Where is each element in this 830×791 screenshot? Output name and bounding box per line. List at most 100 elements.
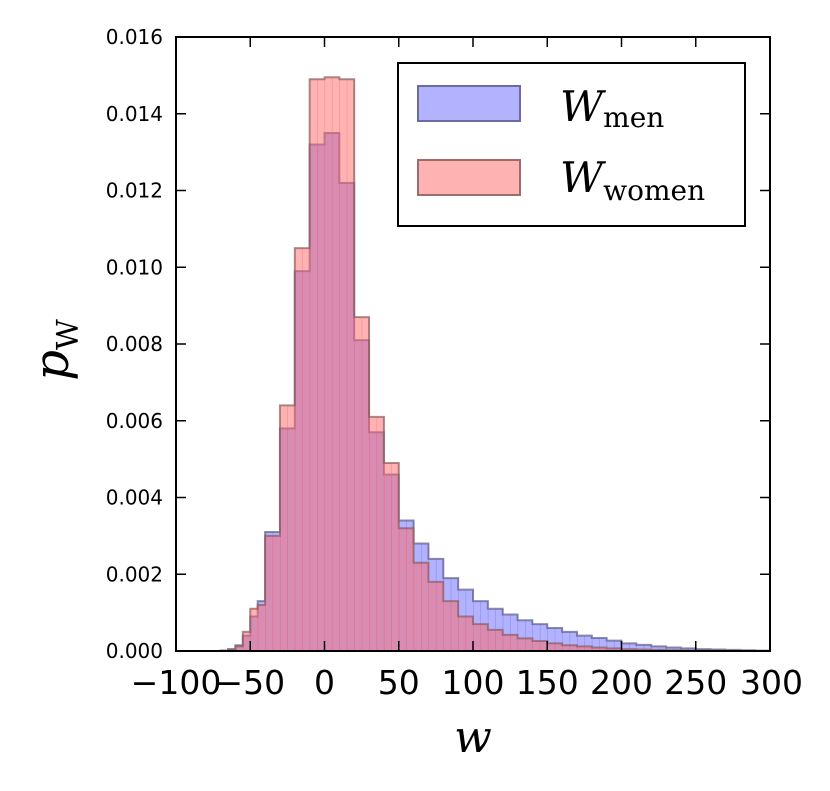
bar-women-6 (265, 535, 274, 651)
y-axis-label-subscript: W (51, 319, 86, 350)
bar-men-45 (554, 627, 563, 651)
bar-women-39 (510, 634, 519, 651)
bar-women-47 (569, 645, 578, 651)
bar-women-12 (309, 79, 318, 651)
bar-women-42 (532, 641, 541, 651)
x-tick-label-8: 300 (740, 663, 803, 702)
x-tick-label-2: 0 (314, 663, 335, 702)
bar-women-33 (465, 616, 474, 651)
bar-women-17 (346, 79, 355, 651)
x-tick-label-4: 100 (442, 663, 505, 702)
bar-women-7 (272, 535, 281, 651)
bar-women-15 (331, 77, 340, 651)
tick-layer: 0.000 0.002 0.004 0.006 0.008 0.010 0.012 0.014… (106, 25, 803, 702)
bar-men-38 (502, 614, 511, 651)
bar-women-22 (383, 462, 392, 651)
bar-men-57 (643, 644, 652, 651)
bar-women-30 (443, 601, 452, 651)
bar-men-44 (547, 627, 556, 651)
bar-women-14 (324, 77, 333, 651)
legend-swatch-women (417, 159, 521, 196)
bar-men-54 (621, 643, 630, 651)
y-tick-label-3: 0.006 (106, 409, 163, 433)
bar-men-58 (651, 646, 660, 651)
bar-men-50 (591, 637, 600, 651)
bar-women-9 (287, 405, 296, 651)
bar-women-28 (428, 581, 437, 651)
y-tick-label-6: 0.012 (106, 179, 163, 203)
bar-women-38 (502, 634, 511, 651)
y-tick-label-1: 0.002 (106, 562, 163, 586)
bar-women-2 (235, 646, 244, 651)
x-tick-label-3: 50 (378, 663, 420, 702)
histogram-layer (219, 76, 770, 651)
bar-women-10 (294, 248, 303, 651)
bar-men-59 (658, 646, 667, 651)
y-axis-label: pW (24, 319, 86, 381)
bar-men-51 (599, 637, 608, 651)
bar-men-43 (539, 624, 548, 651)
bar-men-47 (569, 631, 578, 651)
bar-women-13 (317, 79, 326, 651)
y-tick-label-2: 0.004 (106, 486, 163, 510)
bar-women-19 (361, 317, 370, 651)
bar-women-8 (279, 405, 288, 651)
bar-men-48 (576, 635, 585, 651)
bar-men-40 (517, 620, 526, 651)
bar-women-5 (257, 604, 266, 651)
x-tick-label-6: 200 (590, 663, 653, 702)
bar-women-43 (539, 641, 548, 651)
y-tick-label-5: 0.010 (106, 255, 163, 279)
y-tick-label-4: 0.008 (106, 332, 163, 356)
y-tick-label-7: 0.014 (106, 102, 163, 126)
bar-women-27 (421, 562, 430, 651)
y-axis-label-main: p (24, 350, 80, 381)
outline-women (219, 76, 770, 651)
bar-women-23 (391, 462, 400, 651)
legend: Wmen Wwomen (397, 62, 746, 227)
bar-women-34 (473, 624, 482, 651)
bar-men-49 (584, 635, 593, 651)
bar-men-39 (510, 614, 519, 651)
bar-men-46 (562, 631, 571, 651)
x-tick-label-5: 150 (516, 663, 579, 702)
bar-men-41 (524, 620, 533, 651)
bar-men-53 (614, 640, 623, 651)
bar-women-16 (339, 79, 348, 651)
bar-women-37 (495, 629, 504, 651)
bar-men-56 (636, 644, 645, 651)
bar-women-46 (562, 645, 571, 651)
bar-women-36 (487, 629, 496, 651)
bar-women-51 (599, 647, 608, 651)
bar-women-11 (302, 248, 311, 651)
bar-men-42 (532, 624, 541, 651)
bar-women-52 (606, 648, 615, 651)
bar-women-26 (413, 562, 422, 651)
legend-swatch-men (417, 85, 521, 122)
legend-label-men: Wmen (560, 82, 664, 134)
bar-women-3 (242, 631, 251, 651)
x-axis-label: w (454, 712, 492, 763)
bar-men-55 (628, 643, 637, 651)
bar-women-29 (435, 581, 444, 651)
bar-women-31 (450, 601, 459, 651)
series-women (219, 76, 770, 651)
legend-label-women: Wwomen (560, 153, 705, 207)
bar-women-21 (376, 416, 385, 651)
y-tick-label-8: 0.016 (106, 25, 163, 49)
x-tick-label-7: 250 (664, 663, 727, 702)
bar-women-20 (369, 416, 378, 651)
bar-women-4 (250, 608, 259, 651)
bar-women-50 (591, 647, 600, 651)
bar-women-24 (398, 528, 407, 651)
bar-women-25 (406, 528, 415, 651)
bar-women-32 (458, 616, 467, 651)
bar-women-53 (614, 648, 623, 651)
bar-women-49 (584, 646, 593, 651)
x-tick-label-0: −100 (131, 663, 222, 702)
y-tick-label-0: 0.000 (106, 639, 163, 663)
bar-women-40 (517, 638, 526, 651)
bar-women-41 (524, 638, 533, 651)
x-tick-label-1: −50 (215, 663, 285, 702)
